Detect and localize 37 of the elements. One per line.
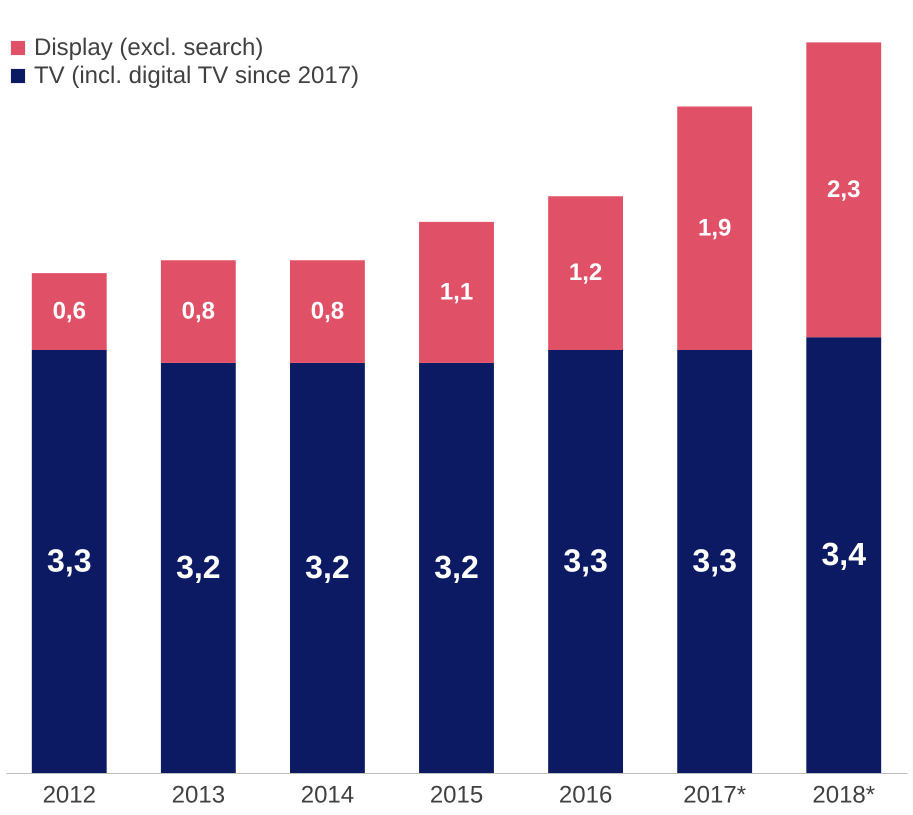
x-tick-label: 2014 — [300, 782, 354, 808]
x-tick-label: 2012 — [42, 782, 96, 808]
bar — [290, 260, 365, 363]
bar — [806, 337, 882, 773]
data-label: 3,2 — [434, 548, 479, 585]
data-label: 1,1 — [440, 278, 474, 306]
bar — [32, 350, 107, 773]
legend-label: Display (excl. search) — [34, 34, 264, 61]
data-label: 3,4 — [822, 536, 866, 572]
data-label: 0,6 — [52, 298, 86, 325]
bar — [677, 106, 752, 350]
bar — [160, 362, 236, 773]
legend-label: TV (incl. digital TV since 2017) — [34, 62, 360, 89]
x-tick-label: 2015 — [430, 782, 484, 808]
data-label: 1,9 — [698, 214, 732, 242]
data-label: 3,3 — [563, 542, 608, 579]
bar — [160, 260, 236, 363]
data-label: 2,3 — [827, 176, 860, 203]
x-tick-label: 2017* — [683, 782, 746, 808]
data-label: 3,2 — [176, 548, 221, 585]
data-label: 0,8 — [182, 298, 216, 325]
bar — [806, 42, 882, 338]
data-label: 0,8 — [310, 298, 344, 325]
bar — [290, 362, 365, 773]
data-label: 3,3 — [692, 542, 737, 579]
bar — [548, 350, 624, 773]
bar — [677, 350, 752, 773]
bar — [419, 222, 494, 363]
x-tick-label: 2018* — [812, 782, 876, 808]
x-tick-label: 2013 — [172, 782, 226, 808]
x-tick-label: 2016 — [558, 782, 612, 808]
data-label: 3,3 — [47, 542, 92, 579]
bar — [419, 362, 494, 773]
bar — [32, 273, 107, 350]
bar — [548, 196, 624, 350]
data-label: 1,2 — [568, 259, 602, 286]
data-label: 3,2 — [305, 548, 350, 585]
